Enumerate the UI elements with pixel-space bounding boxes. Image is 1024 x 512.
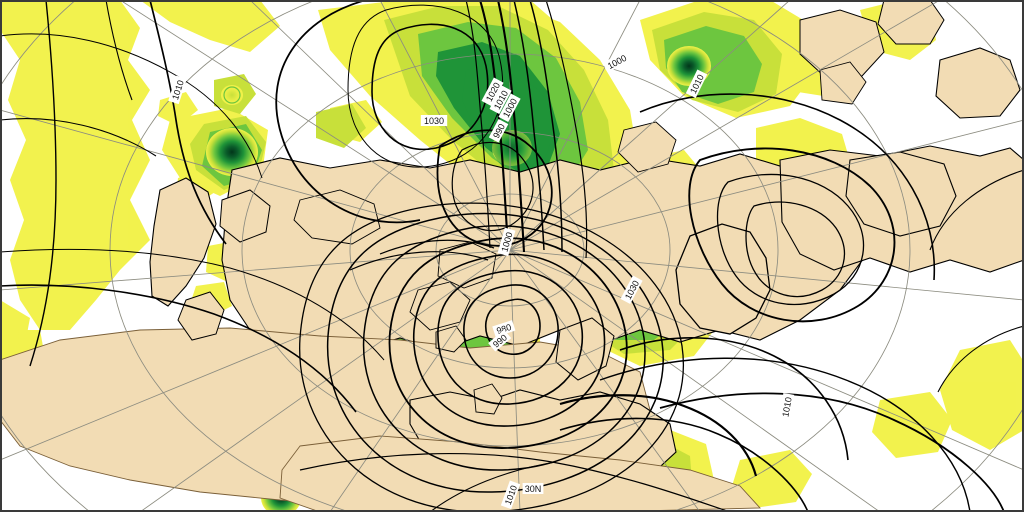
isobar-label-background [602,50,632,73]
isobar-label-background [168,75,187,105]
isobar-label-background [488,329,512,352]
isobar-label-text: 980 [495,322,512,336]
isobar-label-background [522,483,544,494]
isobar-label-text: 30N [525,484,542,494]
isobar-label-background [488,119,509,143]
isobar-label-background [685,69,708,99]
isobar-label-text: 1030 [424,116,444,126]
isobar-label: 30N [522,483,544,494]
isobar-label: 980 [492,320,516,337]
isobar-label-background [420,115,448,126]
isobar-label-background [489,85,512,115]
isobar-label-background [481,77,504,107]
isobar-label-background [492,320,516,337]
isobar-label-background [500,480,521,510]
isobar-label-background [497,227,516,257]
isobar-label-text: 1010 [780,396,793,417]
isobar-label-background [778,392,795,421]
isobar-label-background [620,275,643,305]
isobar-label: 1010 [778,392,795,421]
isobar-label: 1030 [420,115,448,126]
isobar-label-background [498,93,521,123]
